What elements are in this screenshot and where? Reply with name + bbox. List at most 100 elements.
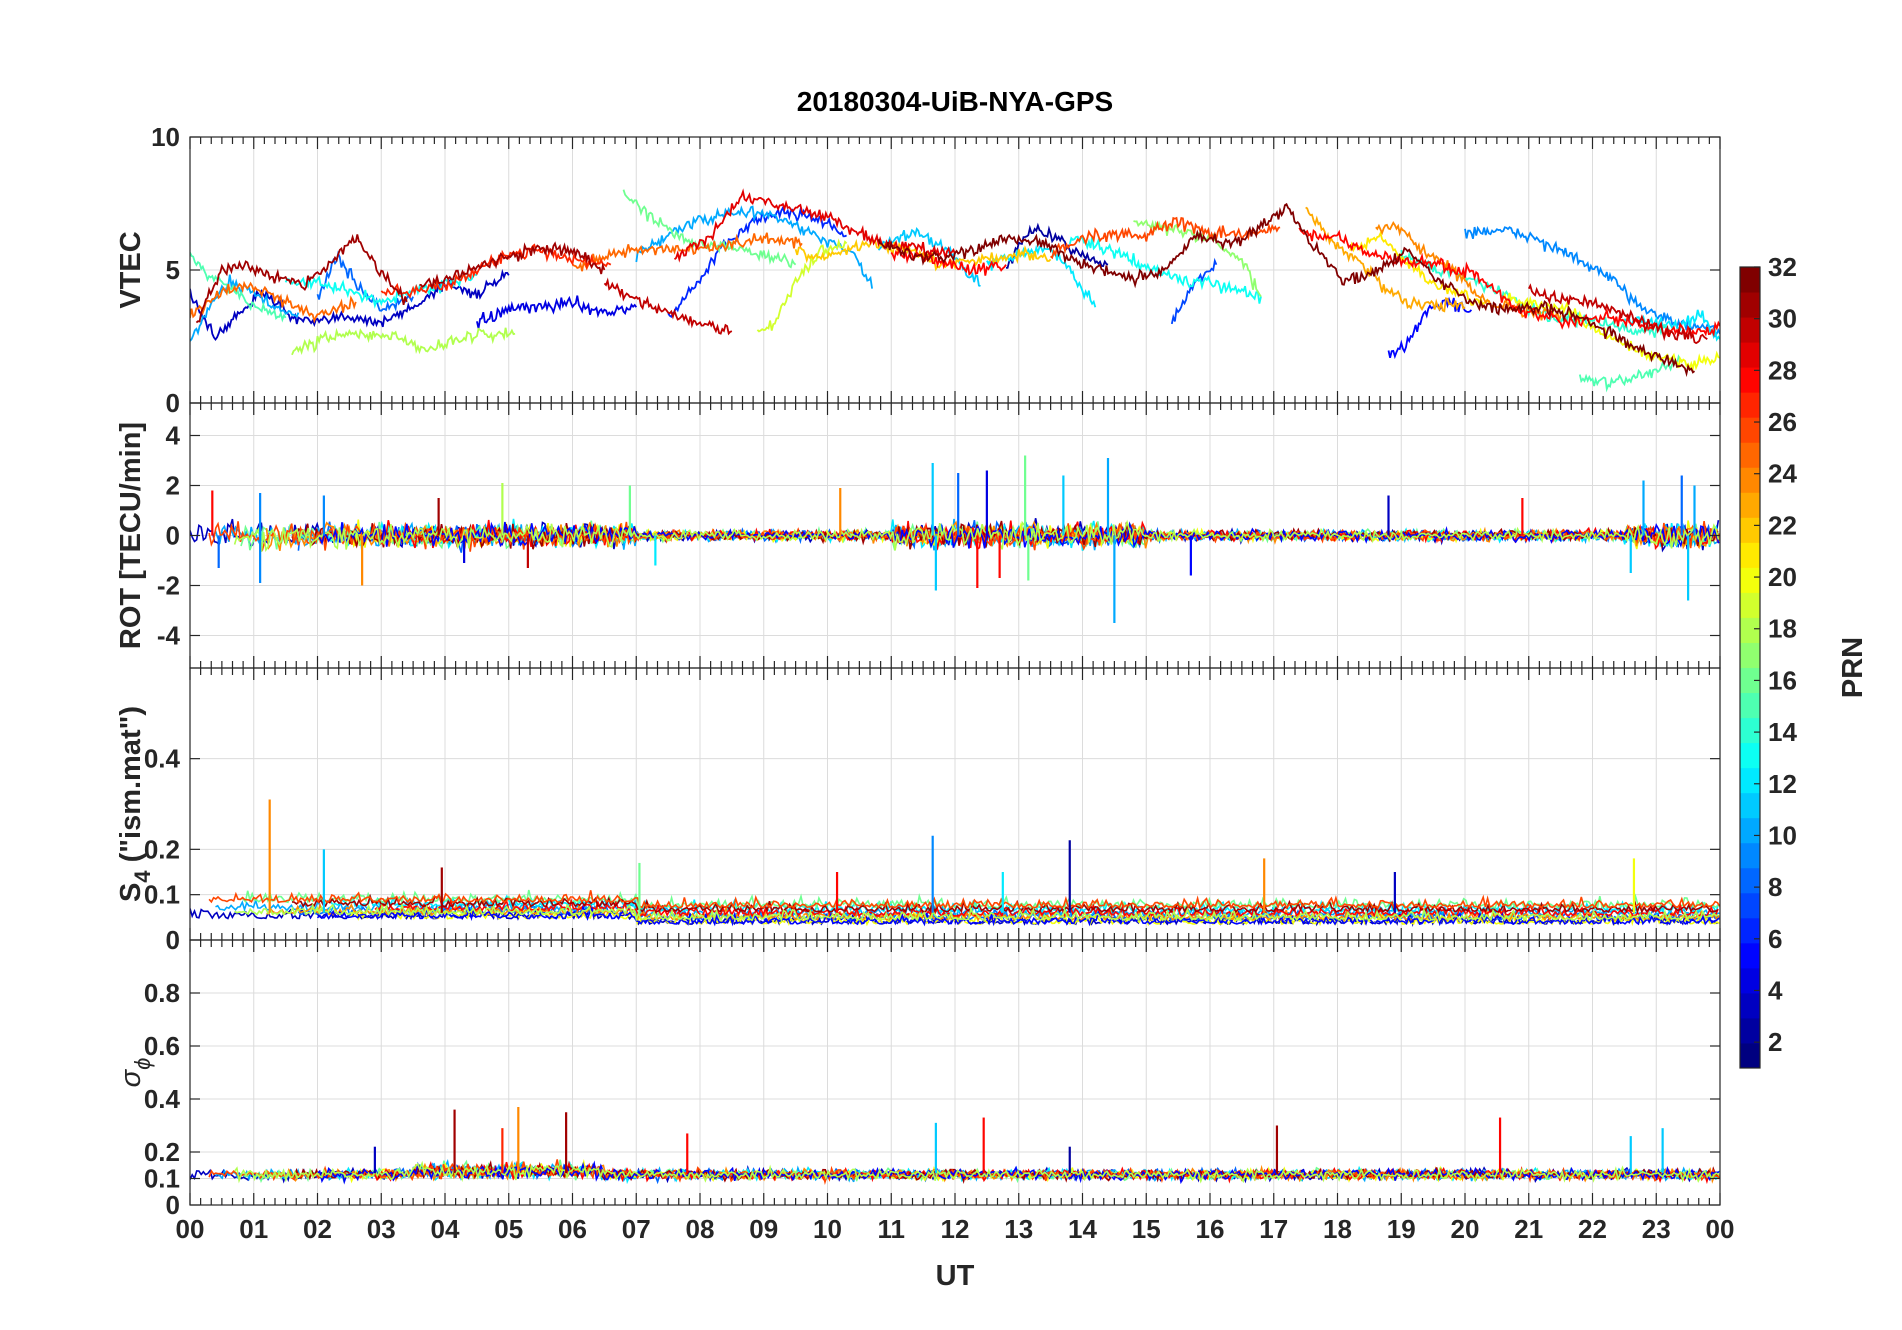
x-tick-label: 07 (622, 1214, 651, 1244)
sigma_phi-trace-prn-18 (233, 1160, 1719, 1184)
vtec-track-prn-25 (190, 280, 357, 324)
vtec-track-prn-32 (877, 202, 1696, 378)
vtec-track-prn-21 (1349, 230, 1492, 307)
x-tick-label: 01 (239, 1214, 268, 1244)
panel-rot: -4 -2 0 2 4 ROT [TECU/min] (115, 402, 1721, 669)
vtec-track-prn-24 (1375, 221, 1562, 323)
x-tick-label: 10 (813, 1214, 842, 1244)
x-tick-label: 03 (367, 1214, 396, 1244)
y-axis-label-text: S (115, 883, 147, 902)
colorbar-tick-label: 18 (1768, 614, 1797, 644)
colorbar-tick-label: 12 (1768, 769, 1797, 799)
colorbar-tick-label: 8 (1768, 872, 1782, 902)
vtec-track-prn-20 (1502, 292, 1720, 372)
colorbar-tick-label: 16 (1768, 665, 1797, 695)
colorbar-tick-label: 20 (1768, 562, 1797, 592)
colorbar-band (1740, 842, 1760, 869)
colorbar-band (1740, 742, 1760, 769)
x-tick-label: 15 (1132, 1214, 1161, 1244)
x-tick-label: 20 (1451, 1214, 1480, 1244)
colorbar-tick-label: 32 (1768, 252, 1797, 282)
rot-trace-prn-26 (208, 520, 1720, 552)
y-tick-label: -4 (157, 621, 181, 651)
y-axis-label-sigma_phi: σϕ (115, 1058, 155, 1088)
x-tick-label: 11 (878, 1214, 906, 1244)
y-tick-label: 0 (166, 388, 180, 418)
colorbar-tick-label: 24 (1768, 459, 1797, 489)
y-tick-label: 0.8 (144, 978, 180, 1008)
x-tick-label: 08 (686, 1214, 715, 1244)
y-tick-label: 5 (166, 255, 180, 285)
y-tick-label: 0.2 (144, 834, 180, 864)
colorbar-band (1740, 817, 1760, 844)
x-tick-label: 09 (749, 1214, 778, 1244)
colorbar-band (1740, 517, 1760, 543)
y-tick-label: 0 (166, 925, 180, 955)
vtec-track-prn-15 (1578, 354, 1683, 393)
vtec-series (190, 188, 1720, 393)
colorbar-band (1740, 442, 1760, 468)
colorbar-band (1740, 717, 1760, 744)
colorbar-band (1740, 642, 1760, 668)
colorbar-band (1740, 967, 1760, 994)
vtec-track-prn-16 (622, 189, 797, 269)
vtec-track-prn-22 (794, 238, 1052, 272)
colorbar-tick-label: 4 (1768, 975, 1783, 1005)
x-tick-label: 00 (1706, 1214, 1735, 1244)
colorbar-band (1740, 467, 1760, 493)
colorbar-band (1740, 767, 1760, 794)
colorbar-band (1740, 792, 1760, 819)
x-tick-label: 02 (303, 1214, 332, 1244)
vtec-track-prn-4 (476, 295, 638, 329)
panel-sigma_phi: 00.10.2 0.4 0.6 0.8 σϕ (115, 939, 1721, 1220)
colorbar-band (1740, 417, 1760, 443)
y-tick-label: 10 (151, 122, 180, 152)
colorbar-band (1740, 267, 1760, 293)
y-tick-label: 0.1 (144, 880, 180, 910)
sigma_phi-series (190, 1106, 1720, 1185)
y-tick-label: 0.6 (144, 1031, 180, 1061)
y-tick-label: 4 (166, 421, 181, 451)
y-tick-label: 0.4 (144, 744, 181, 774)
colorbar-band (1740, 1017, 1760, 1044)
x-tick-label: 21 (1514, 1214, 1543, 1244)
y-axis-label-s4: S4 ("ism.mat") (115, 706, 155, 902)
vtec-track-prn-31 (195, 233, 408, 324)
x-tick-label: 13 (1004, 1214, 1033, 1244)
s4-series (190, 799, 1720, 928)
colorbar-tick-label: 14 (1768, 717, 1797, 747)
y-tick-label: 0.4 (144, 1084, 181, 1114)
x-tick-label: 04 (431, 1214, 460, 1244)
vtec-track-prn-10 (635, 205, 873, 289)
colorbar-band (1740, 692, 1760, 719)
colorbar-band (1740, 367, 1760, 393)
y-tick-label: 0 (166, 521, 180, 551)
vtec-track-prn-23 (1305, 206, 1466, 313)
colorbar-tick-label: 6 (1768, 924, 1782, 954)
y-axis-label-vtec: VTEC (115, 231, 147, 308)
x-axis-label: UT (936, 1260, 975, 1292)
panel-s4: 0 0.1 0.2 0.4S4 ("ism.mat") (115, 667, 1721, 955)
x-tick-label: 00 (176, 1214, 205, 1244)
y-axis-label-subscript: ϕ (130, 1058, 155, 1070)
x-tick-label: 22 (1578, 1214, 1607, 1244)
vtec-track-prn-30 (603, 277, 733, 336)
rot-trace-prn-5 (316, 521, 1720, 549)
y-axis-label-text: ROT [TECU/min] (115, 422, 147, 649)
colorbar-frame (1739, 266, 1761, 1069)
chart-title: 20180304-UiB-NYA-GPS (797, 86, 1113, 117)
colorbar-tick-label: 26 (1768, 407, 1797, 437)
colorbar-band (1740, 567, 1760, 593)
y-axis-label-suffix: ("ism.mat") (115, 706, 147, 870)
vtec-track-prn-28 (1298, 227, 1720, 340)
s4-trace-prn-5 (316, 904, 1720, 927)
colorbar-band (1740, 592, 1760, 618)
x-tick-label: 12 (941, 1214, 970, 1244)
rot-trace-prn-18 (233, 519, 1720, 552)
colorbar-tick-label: 2 (1768, 1027, 1782, 1057)
y-axis-label-rot: ROT [TECU/min] (115, 422, 147, 649)
vtec-track-prn-18 (291, 327, 516, 356)
